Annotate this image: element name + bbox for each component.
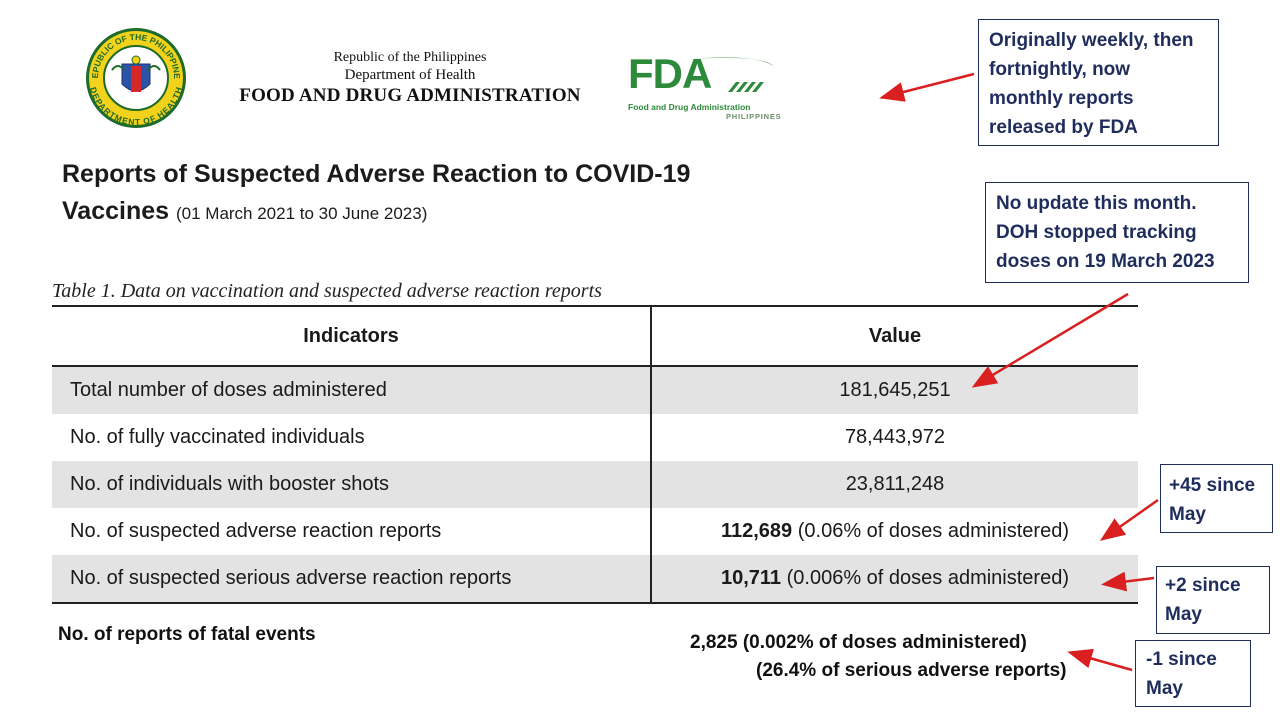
fda-logo-subtitle: Food and Drug Administration	[628, 102, 751, 112]
annotation-no-update: No update this month. DOH stopped tracki…	[985, 182, 1249, 283]
value-cell: 112,689 (0.06% of doses administered)	[651, 508, 1138, 555]
value-bold: 10,711	[720, 567, 782, 589]
indicator-cell: No. of suspected adverse reaction report…	[52, 508, 652, 555]
indicator-cell: No. of individuals with booster shots	[52, 461, 652, 508]
header-indicators: Indicators	[52, 305, 652, 367]
report-title: Reports of Suspected Adverse Reaction to…	[62, 156, 822, 232]
value-text: 78,443,972	[844, 426, 946, 448]
fda-swoosh-graphic	[686, 57, 774, 92]
table-row: Total number of doses administered 181,6…	[52, 366, 1138, 414]
header-republic: Republic of the Philippines	[333, 50, 487, 65]
value-cell: 78,443,972	[651, 414, 1138, 461]
fatal-events-value: 2,825 (0.002% of doses administered)	[690, 632, 1027, 653]
agency-header: Republic of the Philippines Department o…	[200, 50, 620, 108]
annotation-fatal-change: -1 since May	[1135, 640, 1251, 707]
title-line2: Vaccines	[62, 197, 170, 225]
fatal-events-label: No. of reports of fatal events	[58, 624, 316, 645]
arrow-fatal-change	[1067, 648, 1133, 672]
value-text: (0.006% of doses administered)	[781, 567, 1069, 589]
title-line1: Reports of Suspected Adverse Reaction to…	[62, 160, 691, 188]
header-department: Department of Health	[344, 67, 476, 83]
fda-logo-text: FDA	[628, 50, 712, 97]
table-row: No. of individuals with booster shots 23…	[52, 461, 1138, 508]
value-cell: 10,711 (0.006% of doses administered)	[651, 555, 1138, 604]
vaccination-data-table: Indicators Value Total number of doses a…	[52, 305, 1138, 604]
fatal-events-share: (26.4% of serious adverse reports)	[756, 660, 1067, 681]
value-bold: 112,689	[720, 520, 793, 542]
doh-seal-logo: REPUBLIC OF THE PHILIPPINES DEPARTMENT O…	[84, 26, 186, 128]
indicator-cell: Total number of doses administered	[52, 366, 652, 414]
fda-logo: FDA Food and Drug Administration PHILIPP…	[626, 50, 782, 124]
value-text: 181,645,251	[839, 379, 951, 401]
value-cell: 181,645,251	[651, 366, 1138, 414]
title-line2-wrap: Vaccines (01 March 2021 to 30 June 2023)	[62, 193, 822, 232]
table-row: No. of fully vaccinated individuals 78,4…	[52, 414, 1138, 461]
table-header-row: Indicators Value	[52, 305, 1138, 367]
annotation-report-frequency: Originally weekly, then fortnightly, now…	[978, 19, 1219, 146]
annotation-adverse-change: +45 since May	[1160, 464, 1273, 533]
header-value: Value	[651, 305, 1138, 367]
table-row: No. of suspected adverse reaction report…	[52, 508, 1138, 555]
annotation-serious-change: +2 since May	[1156, 566, 1270, 634]
fda-logo-country: PHILIPPINES	[726, 112, 782, 121]
indicator-cell: No. of suspected serious adverse reactio…	[52, 555, 652, 604]
table-caption: Table 1. Data on vaccination and suspect…	[52, 280, 602, 302]
value-text: 23,811,248	[845, 473, 945, 495]
arrow-report-frequency	[879, 72, 975, 102]
header-agency: FOOD AND DRUG ADMINISTRATION	[239, 85, 581, 106]
table-row: No. of suspected serious adverse reactio…	[52, 555, 1138, 604]
value-text: (0.06% of doses administered)	[792, 520, 1069, 542]
indicator-cell: No. of fully vaccinated individuals	[52, 414, 652, 461]
value-cell: 23,811,248	[651, 461, 1138, 508]
title-period: (01 March 2021 to 30 June 2023)	[175, 204, 428, 223]
